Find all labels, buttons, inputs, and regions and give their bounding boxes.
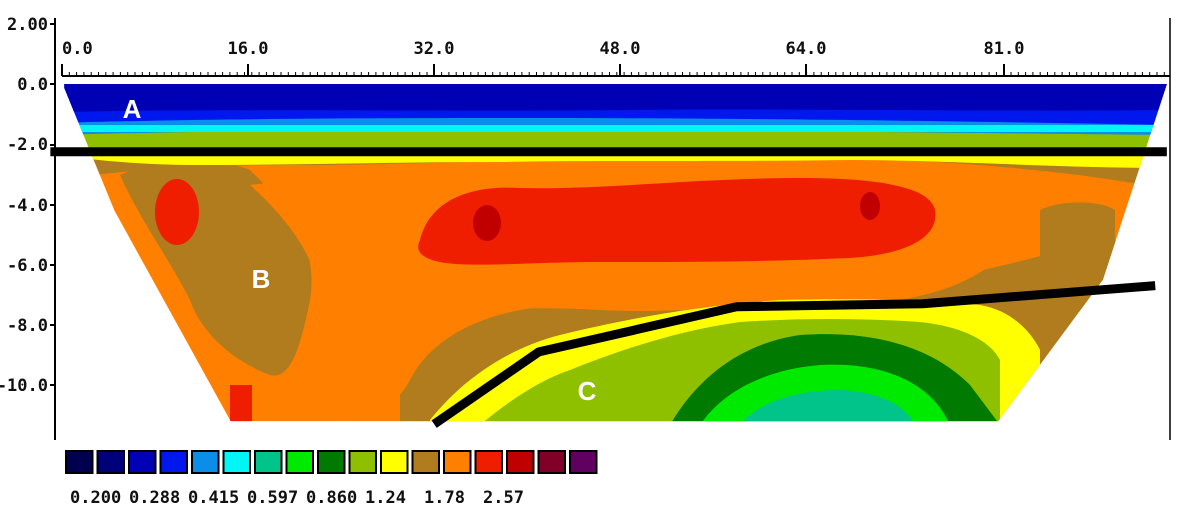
legend-swatch [411,450,440,474]
y-axis-ticks: 2.00 0.0 -2.0 -4.0 -6.0 -8.0 -10.0 [0,15,55,396]
zone-label-c: C [578,376,597,406]
legend-swatch [222,450,251,474]
x-tick-label: 32.0 [414,39,455,59]
y-tick-label: -8.0 [7,316,48,336]
x-tick-label: 81.0 [984,39,1025,59]
legend-swatch [380,450,409,474]
zone-labels: A B C [123,94,597,406]
legend-swatch [474,450,503,474]
legend-label: 0.415 [188,488,239,508]
legend-label: 1.78 [424,488,465,508]
legend-label: 0.288 [129,488,180,508]
zone-label-b: B [252,264,271,294]
legend-swatch [254,450,283,474]
dark-red-zone [473,192,880,241]
resistivity-section [64,84,1167,422]
x-axis-ticks: 0.0 16.0 32.0 48.0 64.0 81.0 [61,39,1025,76]
boundary-line-b-c [431,281,1156,428]
legend-label: 0.597 [247,488,298,508]
legend-swatch [191,450,220,474]
light-cyan-band [64,125,1167,132]
legend-swatch [128,450,157,474]
legend-label: 0.860 [306,488,357,508]
dark-blue-layer [64,84,1167,112]
interpreted-boundaries [50,147,1167,428]
legend-swatch [65,450,94,474]
legend-label: 2.57 [483,488,524,508]
x-tick-label: 64.0 [786,39,827,59]
y-tick-label: 0.0 [17,75,48,95]
y-tick-label: -2.0 [7,135,48,155]
top-axis-minor-ticks [61,72,1165,76]
x-tick-label: 48.0 [600,39,641,59]
legend-swatch [317,450,346,474]
legend-label: 0.200 [70,488,121,508]
x-tick-label: 0.0 [62,39,93,59]
legend-swatch [96,450,125,474]
y-tick-label: -4.0 [7,196,48,216]
legend-swatch [443,450,472,474]
y-tick-label: -10.0 [0,376,48,396]
color-legend: 0.200 0.288 0.415 0.597 0.860 1.24 1.78 2.57 [65,450,598,508]
legend-swatch [506,450,535,474]
legend-swatch [348,450,377,474]
red-zone [155,178,936,422]
legend-label: 1.24 [365,488,406,508]
x-tick-label: 16.0 [228,39,269,59]
y-tick-label: -6.0 [7,256,48,276]
teal-green-zone-lower [740,390,915,422]
legend-swatch [537,450,566,474]
legend-swatch [285,450,314,474]
legend-swatch [569,450,598,474]
legend-swatch [159,450,188,474]
y-tick-label: 2.00 [7,15,48,35]
zone-label-a: A [123,94,142,124]
